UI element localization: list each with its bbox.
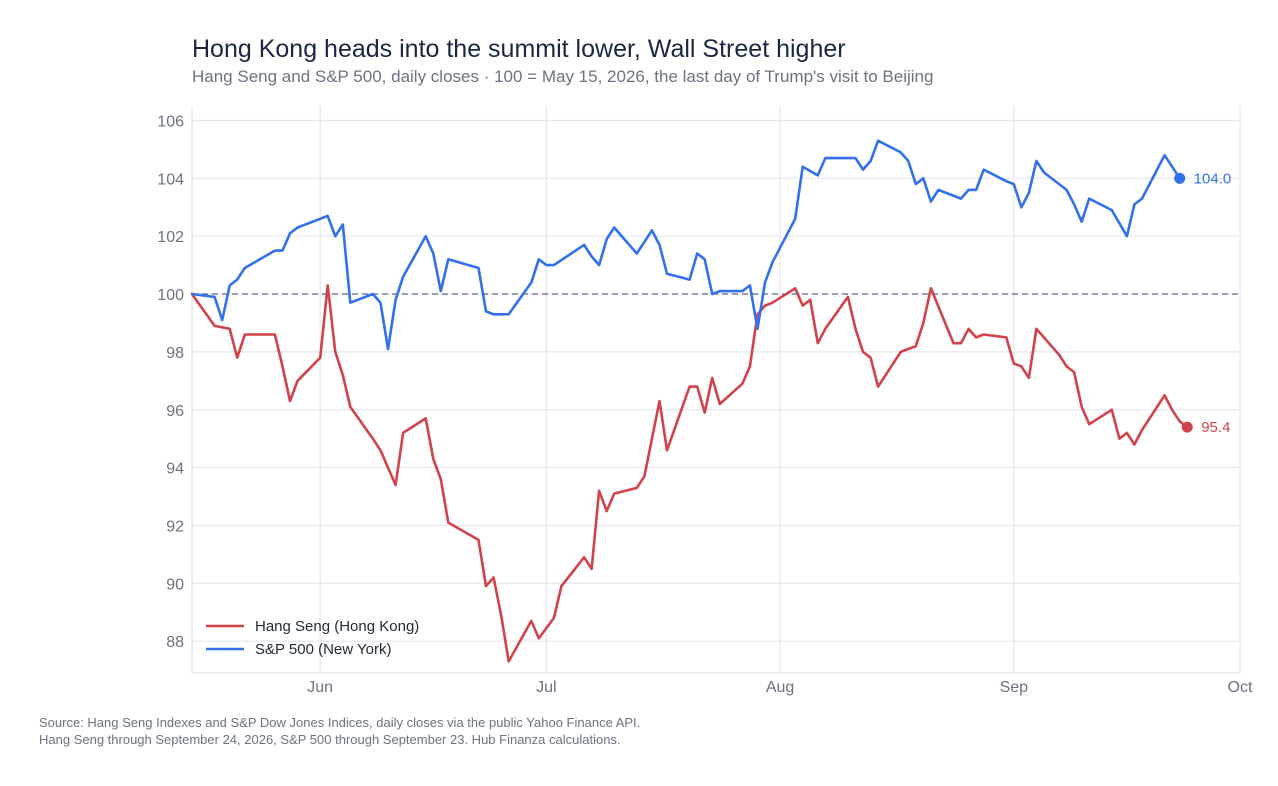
source-note-line-2: Hang Seng through September 24, 2026, S&…: [39, 732, 621, 747]
x-axis: Jun Jul Aug Sep Oct: [307, 679, 1253, 696]
legend-label-0: Hang Seng (Hong Kong): [255, 618, 419, 635]
x-tick-label: Aug: [766, 679, 794, 696]
x-tick-label: Jun: [307, 679, 333, 696]
y-tick-label: 92: [166, 518, 184, 535]
y-axis: 88 90 92 94 96 98 100 102 104 106: [157, 113, 184, 651]
series-end-marker-1: [1174, 172, 1186, 184]
y-tick-label: 88: [166, 634, 184, 651]
y-tick-label: 100: [157, 287, 184, 304]
series-end-marker-0: [1181, 421, 1193, 433]
y-tick-label: 90: [166, 576, 184, 593]
y-tick-label: 106: [157, 113, 184, 130]
series-group: 95.4 104.0: [190, 139, 1232, 663]
x-tick-label: Sep: [1000, 679, 1029, 696]
chart-title: Hong Kong heads into the summit lower, W…: [192, 35, 846, 63]
y-tick-label: 94: [166, 461, 184, 478]
legend-label-1: S&P 500 (New York): [255, 641, 391, 658]
source-note-line-1: Source: Hang Seng Indexes and S&P Dow Jo…: [39, 715, 640, 730]
legend: Hang Seng (Hong Kong) S&P 500 (New York): [206, 618, 419, 658]
y-tick-label: 102: [157, 229, 184, 246]
series-line-1: [190, 139, 1181, 351]
x-tick-label: Oct: [1228, 679, 1253, 696]
x-tick-label: Jul: [536, 679, 556, 696]
y-tick-label: 104: [157, 171, 184, 188]
grid: [191, 106, 1241, 674]
series-end-label-0: 95.4: [1201, 419, 1230, 436]
y-tick-label: 96: [166, 403, 184, 420]
y-tick-label: 98: [166, 345, 184, 362]
series-end-label-1: 104.0: [1194, 170, 1232, 187]
series-line-0: [190, 284, 1189, 663]
chart-subtitle: Hang Seng and S&P 500, daily closes · 10…: [192, 67, 933, 86]
